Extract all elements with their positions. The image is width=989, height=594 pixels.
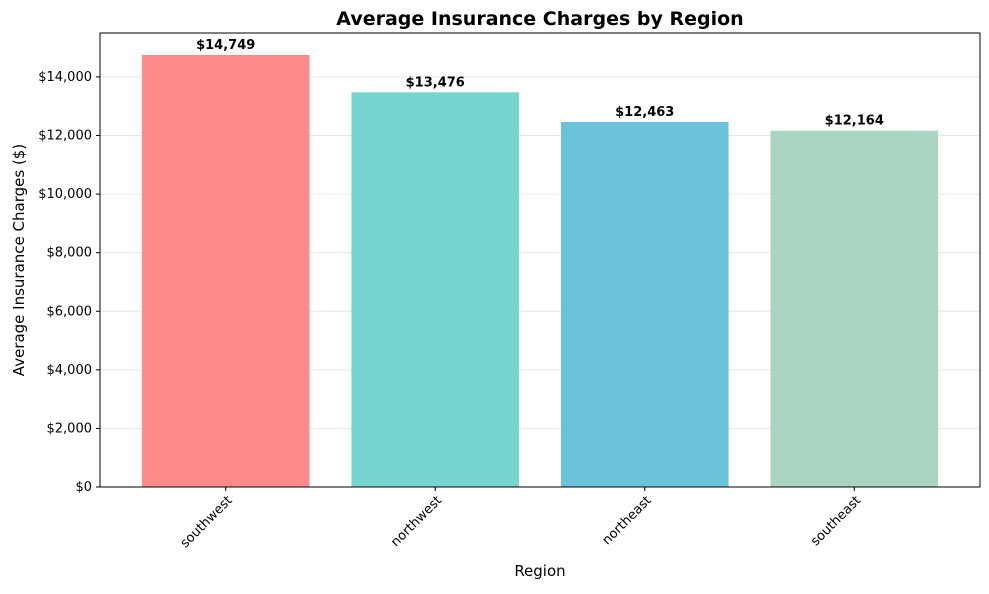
bar-southeast <box>770 130 939 487</box>
y-tick-label: $10,000 <box>38 187 92 202</box>
bar-southwest <box>141 54 310 487</box>
bar-northwest <box>351 92 520 487</box>
x-axis-label: Region <box>514 562 565 580</box>
y-axis: $0 $2,000 $4,000 $6,000 $8,000 $10,000 $12,000… <box>38 70 100 495</box>
chart-title: Average Insurance Charges by Region <box>336 8 743 30</box>
y-tick-label: $0 <box>75 480 92 495</box>
y-tick-label: $8,000 <box>47 246 93 261</box>
y-axis-label: Average Insurance Charges ($) <box>10 144 28 376</box>
value-label: $12,463 <box>615 105 674 120</box>
value-label: $14,749 <box>196 38 255 53</box>
y-tick-label: $6,000 <box>47 304 93 319</box>
plot-frame <box>99 32 981 488</box>
y-tick-label: $12,000 <box>38 129 92 144</box>
value-labels: $14,749 $13,476 $12,463 $12,164 <box>196 38 884 129</box>
value-label: $13,476 <box>406 75 465 90</box>
bars-layer <box>141 54 939 487</box>
value-label: $12,164 <box>825 114 884 129</box>
y-tick-label: $4,000 <box>47 363 93 378</box>
y-tick-label: $14,000 <box>38 70 92 85</box>
y-tick-label: $2,000 <box>47 421 93 436</box>
bar-northeast <box>560 121 729 487</box>
